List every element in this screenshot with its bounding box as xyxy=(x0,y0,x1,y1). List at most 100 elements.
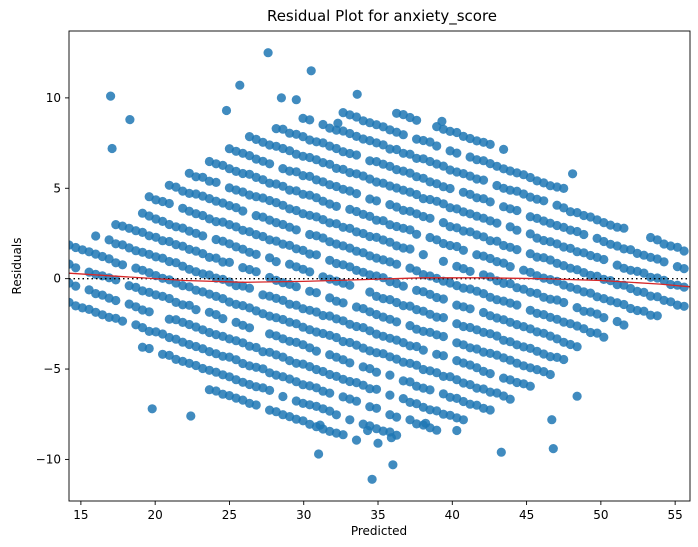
data-point xyxy=(485,387,495,397)
data-point xyxy=(345,358,355,368)
data-point xyxy=(679,264,689,274)
data-point xyxy=(492,218,502,228)
data-point xyxy=(117,260,128,270)
data-point xyxy=(298,189,308,199)
data-point xyxy=(405,149,415,159)
data-point xyxy=(599,332,609,342)
data-point xyxy=(572,303,582,313)
x-axis-ticks: 15 20 25 30 35 40 45 50 55 xyxy=(73,501,683,522)
data-point xyxy=(371,215,382,225)
data-point xyxy=(505,262,515,272)
data-point xyxy=(512,225,522,235)
data-point xyxy=(612,280,622,290)
data-point xyxy=(639,287,649,297)
y-axis-label: Residuals xyxy=(10,238,24,295)
data-point xyxy=(398,130,408,140)
x-tick-label: 35 xyxy=(370,508,385,522)
data-point xyxy=(305,115,315,125)
data-point xyxy=(278,124,288,134)
y-tick-label: 10 xyxy=(46,91,61,105)
data-point xyxy=(432,235,442,245)
outlier-point xyxy=(306,66,316,76)
data-point xyxy=(405,244,415,254)
data-point xyxy=(104,312,114,322)
data-point xyxy=(525,229,535,239)
data-point xyxy=(458,245,468,255)
data-point xyxy=(331,410,341,420)
data-point xyxy=(271,124,281,134)
plot-area xyxy=(68,30,691,502)
x-tick-label: 40 xyxy=(445,508,460,522)
data-point xyxy=(198,231,208,241)
data-point xyxy=(305,267,315,277)
data-point xyxy=(579,229,589,240)
data-point xyxy=(418,250,428,260)
data-point xyxy=(565,207,576,217)
data-point xyxy=(104,235,114,245)
data-point xyxy=(478,232,489,242)
data-point xyxy=(238,168,248,179)
data-point xyxy=(478,175,489,185)
outlier-point xyxy=(568,169,578,179)
data-point xyxy=(579,324,589,334)
data-point xyxy=(378,426,388,436)
data-point xyxy=(218,257,228,267)
outlier-point xyxy=(333,118,343,128)
data-point xyxy=(559,203,569,213)
data-point xyxy=(412,189,422,200)
data-point xyxy=(338,298,348,308)
data-point xyxy=(646,272,656,282)
lowess-trend-line xyxy=(69,272,690,288)
data-point xyxy=(412,266,422,276)
x-tick-label: 45 xyxy=(519,508,534,522)
data-point xyxy=(438,351,448,361)
data-point xyxy=(137,323,148,333)
data-point xyxy=(305,249,315,259)
data-point xyxy=(311,346,321,356)
data-point xyxy=(258,364,268,374)
data-point xyxy=(432,141,442,151)
data-point xyxy=(512,205,522,216)
outlier-point xyxy=(452,425,462,436)
data-point xyxy=(398,205,408,215)
outlier-point xyxy=(363,425,373,436)
data-point xyxy=(351,150,362,160)
data-point xyxy=(244,283,255,293)
data-point xyxy=(445,183,455,194)
data-point xyxy=(432,425,442,435)
data-point xyxy=(499,144,509,154)
data-point xyxy=(325,218,335,228)
data-point xyxy=(539,196,549,206)
data-point xyxy=(91,231,101,241)
data-point xyxy=(505,279,515,289)
data-point xyxy=(438,161,448,171)
data-point xyxy=(285,185,295,195)
data-point xyxy=(438,294,448,304)
data-point xyxy=(178,300,188,310)
data-point xyxy=(385,144,395,154)
data-point xyxy=(485,405,495,415)
outlier-point xyxy=(367,474,377,484)
data-point xyxy=(331,201,341,211)
data-point xyxy=(458,226,468,236)
data-point xyxy=(191,172,201,182)
data-point xyxy=(478,289,489,299)
data-point xyxy=(191,305,201,315)
data-point xyxy=(291,225,301,235)
data-point xyxy=(559,354,569,365)
data-point xyxy=(412,360,422,370)
data-point xyxy=(432,312,442,322)
outlier-point xyxy=(496,447,506,457)
data-point xyxy=(318,233,328,243)
data-point xyxy=(158,236,168,246)
data-point xyxy=(659,275,669,285)
outlier-point xyxy=(107,143,117,154)
data-point xyxy=(398,301,408,311)
data-point xyxy=(626,245,636,255)
data-point xyxy=(639,306,649,316)
data-point xyxy=(325,406,335,416)
data-point xyxy=(351,189,362,199)
data-point xyxy=(652,292,662,302)
data-point xyxy=(365,211,375,221)
data-point xyxy=(144,343,154,354)
